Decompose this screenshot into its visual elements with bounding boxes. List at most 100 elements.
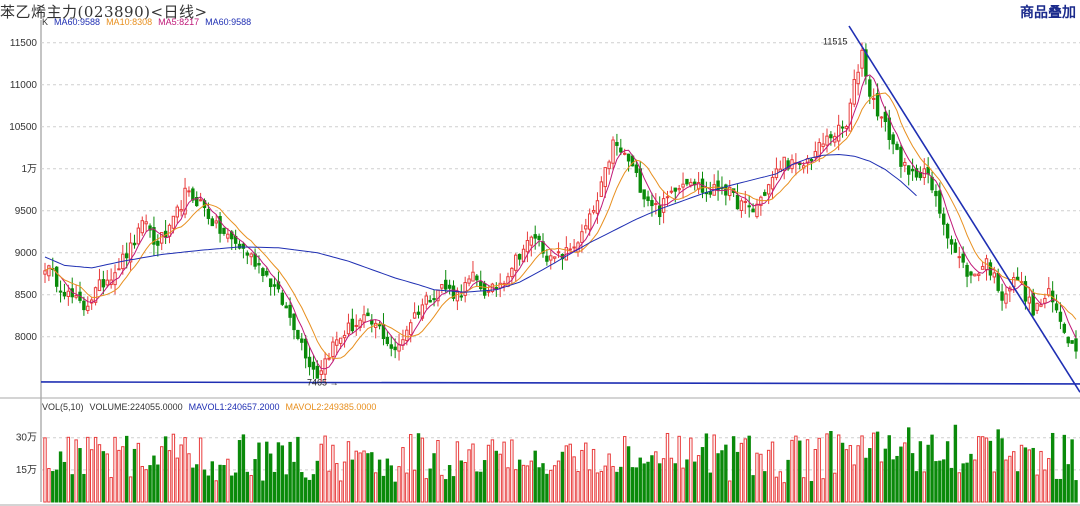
candle-body <box>444 279 448 290</box>
volume-bar <box>358 452 362 503</box>
volume-bar <box>1058 478 1063 503</box>
volume-bar <box>584 442 588 503</box>
candle-body <box>759 196 763 206</box>
volume-bar <box>1035 474 1039 503</box>
candle-body <box>156 240 160 246</box>
candle-body <box>323 358 327 375</box>
volume-bar <box>1000 438 1004 503</box>
volume-bar <box>724 444 728 503</box>
candle-body <box>595 200 600 214</box>
volume-bar <box>86 436 90 503</box>
candle-body <box>782 156 786 172</box>
volume-bar <box>265 441 269 503</box>
candle-body <box>132 242 137 246</box>
volume-bar <box>891 459 895 503</box>
price-tick-label: 1万 <box>21 164 37 175</box>
volume-bar <box>603 465 607 503</box>
candle-body <box>973 273 977 277</box>
volume-bar <box>183 437 187 503</box>
commodity-overlay-button[interactable]: 商品叠加 <box>1020 5 1076 21</box>
candle-body <box>280 292 285 305</box>
candle-body <box>447 284 452 289</box>
volume-bar <box>327 470 331 503</box>
volume-bar <box>342 461 347 503</box>
candle-body <box>879 116 884 119</box>
candle-body <box>366 312 370 317</box>
candle-body <box>763 192 767 196</box>
candle-body <box>43 270 47 275</box>
volume-bar <box>463 461 467 503</box>
candle-body <box>988 262 993 276</box>
volume-bar <box>630 467 635 503</box>
volume-bar <box>416 433 421 503</box>
volume-bar <box>315 460 320 503</box>
legend-ma60-2: MA60:9588 <box>205 17 252 27</box>
candle-body <box>175 206 179 218</box>
candle-body <box>125 253 129 259</box>
volume-bar <box>331 444 335 503</box>
volume-bar <box>957 472 961 503</box>
volume-bar <box>813 449 818 503</box>
candle-body <box>350 318 355 332</box>
volume-bar <box>459 460 463 503</box>
volume-bar <box>712 434 716 503</box>
volume-bar <box>805 439 810 503</box>
volume-bar <box>1012 451 1016 503</box>
volume-bar <box>794 435 798 503</box>
volume-bar <box>121 446 125 503</box>
volume-bar <box>735 451 740 503</box>
candle-body <box>533 234 537 239</box>
candle-body <box>942 213 946 225</box>
volume-bar <box>311 474 316 503</box>
candle-body <box>891 134 895 145</box>
candle-body <box>187 190 191 193</box>
volume-bar <box>871 432 876 503</box>
volume-bar <box>1008 455 1012 503</box>
volume-bar <box>245 471 250 503</box>
volume-bar <box>914 471 919 503</box>
volume-bar <box>300 472 304 503</box>
volume-bar <box>202 469 207 503</box>
candle-body <box>949 239 954 245</box>
candle-body <box>245 252 250 256</box>
volume-bar <box>996 429 1000 503</box>
volume-bar <box>965 462 969 503</box>
candle-body <box>424 295 428 305</box>
price-tick-label: 8500 <box>15 290 38 301</box>
candle-body <box>1074 338 1078 352</box>
volume-bar <box>938 460 942 503</box>
volume-bar <box>93 436 98 503</box>
volume-bar <box>856 445 860 503</box>
volume-bar <box>1074 480 1078 503</box>
candle-body <box>871 97 876 100</box>
volume-bar <box>171 433 176 503</box>
volume-bar <box>580 449 584 503</box>
volume-bar <box>475 471 479 503</box>
volume-bar <box>440 474 444 503</box>
volume-bar <box>74 439 78 503</box>
volume-bar <box>895 455 899 503</box>
volume-bar <box>903 442 907 503</box>
volume-bar <box>249 474 253 503</box>
volume-bar <box>984 437 989 503</box>
volume-bar <box>125 435 129 503</box>
volume-bar <box>665 432 670 503</box>
volume-bar <box>654 451 658 503</box>
page-title: 苯乙烯主力(023890)<日线> <box>0 3 208 21</box>
volume-bar <box>377 459 382 503</box>
volume-bar <box>1019 444 1024 503</box>
candle-body <box>210 218 214 227</box>
volume-bar <box>537 467 541 503</box>
volume-bar <box>506 467 510 503</box>
volume-bar <box>405 472 409 503</box>
legend-ma60: MA60:9588 <box>54 17 101 27</box>
candle-body <box>848 102 853 132</box>
price-axis-labels: 11500 11000 10500 1万 9500 9000 8500 8000 <box>9 38 37 343</box>
volume-bar <box>432 453 436 503</box>
candle-body <box>117 268 121 271</box>
candle-body <box>969 271 973 276</box>
volume-bar <box>105 453 109 503</box>
candle-body <box>980 266 985 270</box>
candle-body <box>362 314 366 323</box>
